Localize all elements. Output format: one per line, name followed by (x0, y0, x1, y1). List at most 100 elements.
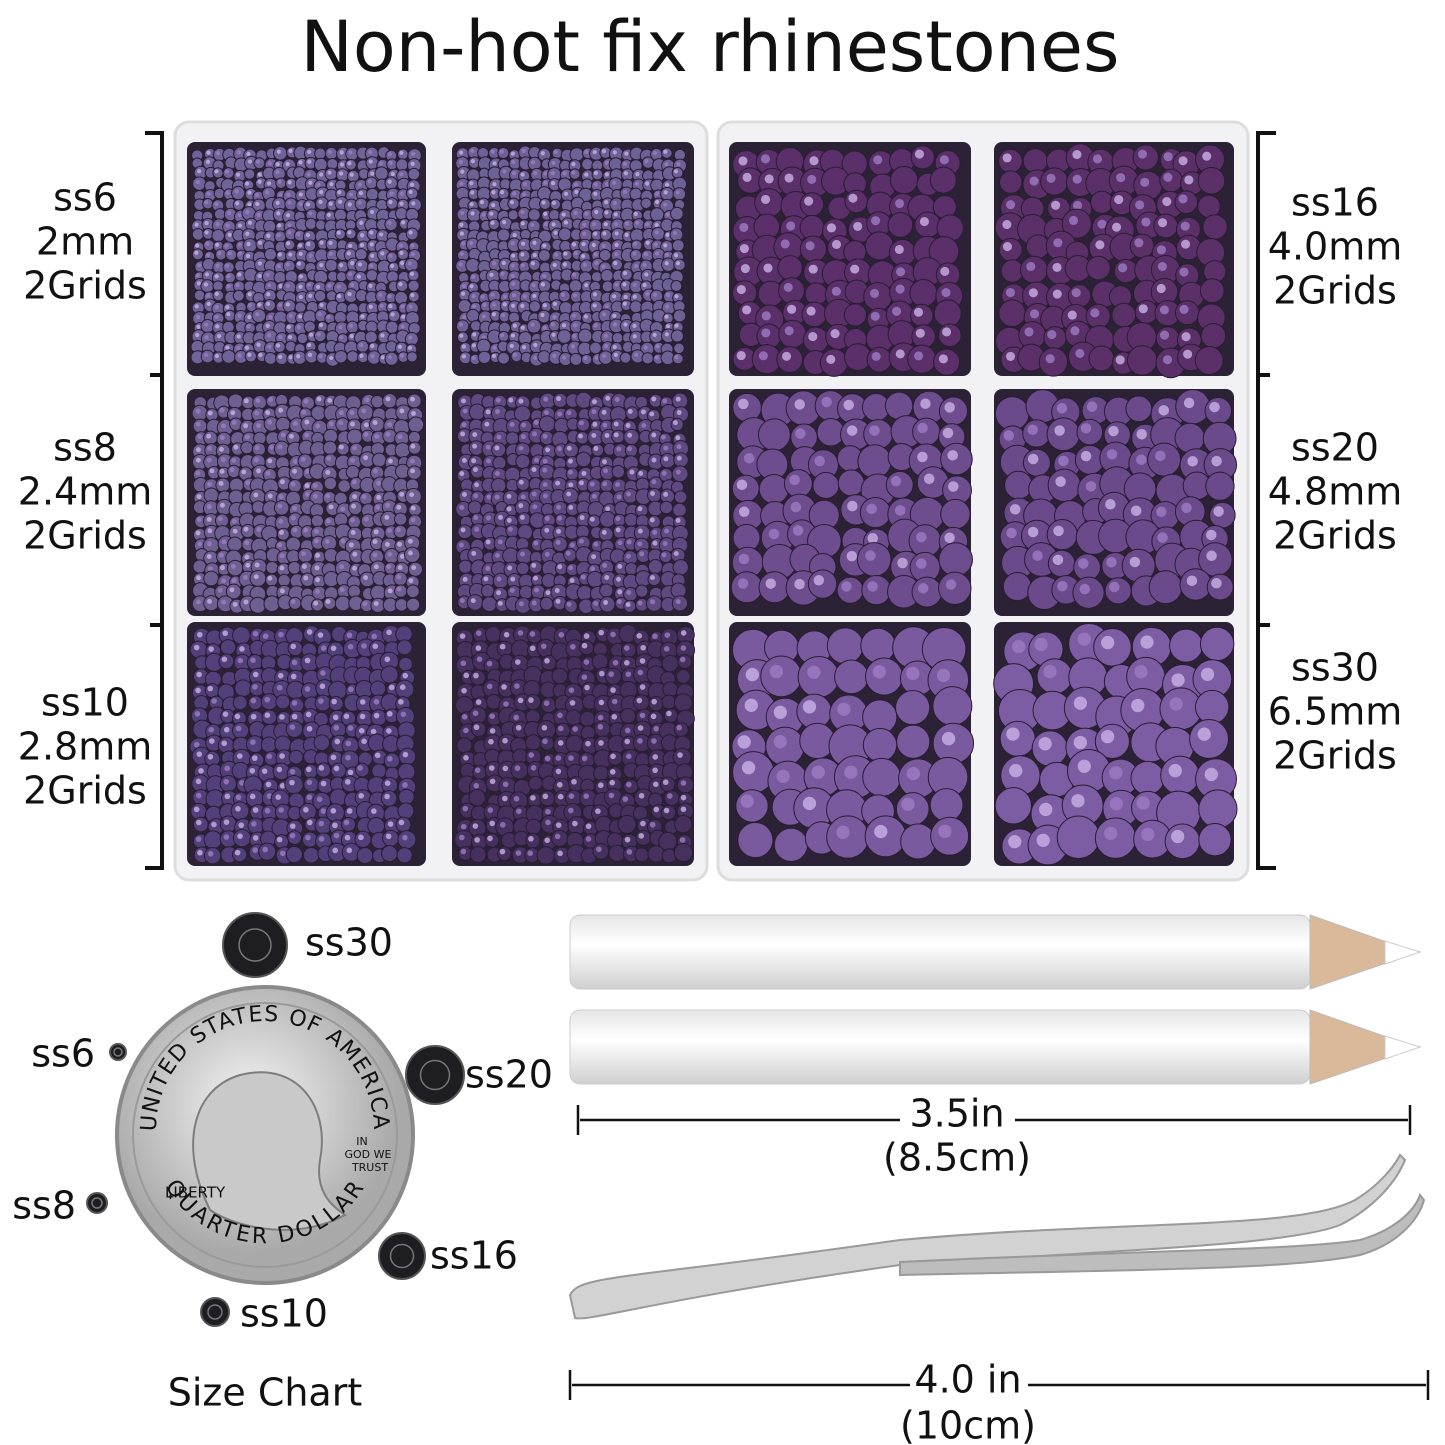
rhinestone (496, 640, 513, 657)
highlight (348, 150, 353, 155)
rhinestone (673, 722, 689, 738)
highlight (469, 240, 474, 246)
rhinestone (662, 681, 679, 698)
highlight (556, 396, 562, 402)
highlight (306, 172, 311, 177)
highlight (370, 171, 375, 176)
highlight (582, 222, 587, 227)
rhinestone (783, 469, 813, 499)
highlight (1106, 556, 1117, 568)
highlight (194, 222, 199, 227)
highlight (473, 467, 478, 473)
rhinestone (261, 709, 278, 726)
rhinestone (287, 561, 302, 575)
highlight (236, 334, 241, 339)
highlight (206, 150, 211, 155)
highlight (373, 699, 380, 705)
size-label: ss8 (53, 426, 117, 470)
highlight (399, 201, 404, 206)
highlight (581, 470, 587, 476)
highlight (304, 686, 311, 692)
rhinestone (579, 259, 594, 274)
rhinestone (240, 523, 255, 538)
highlight (1005, 287, 1015, 298)
highlight (917, 583, 929, 594)
highlight (495, 470, 500, 476)
highlight (540, 282, 546, 287)
highlight (485, 409, 491, 415)
rhinestone (382, 829, 400, 847)
highlight (303, 806, 309, 813)
highlight (545, 808, 551, 815)
rhinestone (200, 279, 215, 293)
highlight (266, 793, 273, 799)
coin-liberty: LIBERTY (165, 1184, 226, 1202)
highlight (247, 352, 252, 357)
rhinestone (669, 227, 684, 242)
highlight (236, 172, 241, 177)
highlight (555, 768, 562, 775)
highlight (604, 575, 610, 580)
rhinestone (380, 845, 398, 863)
highlight (304, 483, 310, 489)
highlight (552, 314, 557, 320)
rhinestone (260, 693, 278, 711)
highlight (533, 540, 539, 546)
highlight (527, 850, 534, 856)
highlight (279, 530, 284, 535)
rhinestone (347, 515, 362, 529)
highlight (396, 574, 402, 580)
highlight (1200, 667, 1215, 682)
highlight (411, 410, 416, 416)
highlight (389, 191, 394, 196)
highlight (315, 423, 321, 429)
rhinestone (528, 300, 541, 313)
highlight (469, 284, 474, 289)
highlight (226, 312, 231, 317)
highlight (506, 493, 512, 499)
rhinestone (799, 235, 827, 263)
rhinestone (232, 626, 251, 645)
highlight (553, 230, 558, 235)
highlight (384, 656, 391, 663)
highlight (461, 398, 466, 404)
highlight (236, 345, 241, 351)
highlight (352, 565, 357, 571)
highlight (1024, 327, 1034, 337)
rhinestone (403, 546, 421, 564)
highlight (641, 422, 647, 428)
highlight (305, 711, 312, 718)
highlight (475, 645, 482, 651)
highlight (288, 355, 293, 360)
highlight (313, 538, 319, 544)
highlight (338, 325, 343, 330)
highlight (811, 765, 825, 779)
highlight (471, 550, 477, 556)
highlight (1184, 175, 1194, 185)
highlight (1134, 238, 1144, 248)
highlight (329, 355, 334, 361)
rhinestone (397, 830, 417, 850)
highlight (379, 303, 384, 309)
highlight (194, 711, 201, 717)
highlight (938, 824, 952, 839)
highlight (195, 470, 201, 476)
highlight (652, 754, 659, 760)
rhinestone (517, 512, 532, 527)
rhinestone (287, 478, 302, 493)
rhinestone (212, 289, 225, 302)
highlight (490, 220, 495, 225)
highlight (608, 671, 615, 677)
highlight (197, 434, 203, 440)
highlight (245, 231, 250, 236)
rhinestone (323, 453, 338, 468)
rhinestone (1155, 326, 1180, 351)
rhinestone (457, 524, 473, 540)
rhinestone (1179, 568, 1212, 601)
highlight (343, 819, 350, 826)
highlight (462, 492, 467, 497)
rhinestone (599, 583, 614, 598)
highlight (553, 149, 558, 154)
highlight (460, 210, 465, 216)
highlight (370, 343, 375, 349)
